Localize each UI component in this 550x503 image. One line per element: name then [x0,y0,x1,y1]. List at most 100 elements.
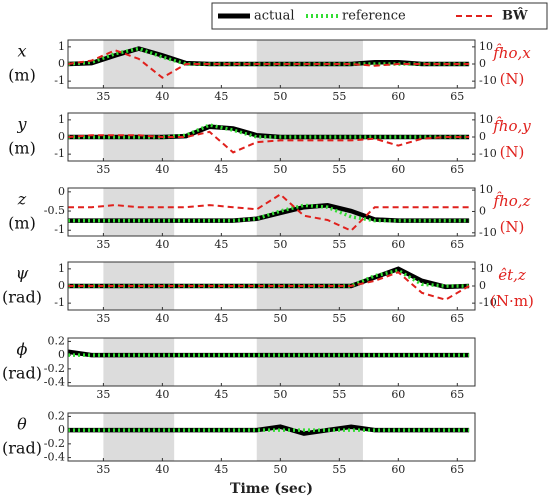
x-tick-label: 50 [273,388,287,401]
x-tick-label: 45 [214,90,228,103]
x-tick-label: 50 [273,163,287,176]
y-tick-label: 1 [58,113,65,126]
shaded-region [256,338,363,386]
plot-frame [67,112,476,162]
y-unit: (m) [8,214,36,233]
x-tick-label: 55 [332,90,346,103]
y-tick-label: 0 [58,185,65,198]
y2-tick-label: -10 [479,226,497,239]
x-tick-label: 35 [96,463,110,476]
x-tick-label: 45 [214,238,228,251]
y-tick-label: 0.2 [48,409,66,422]
x-tick-label: 50 [273,312,287,325]
x-tick-label: 40 [155,90,169,103]
y2-label: f̂ho,z [493,192,531,210]
y2-tick-label: 10 [479,113,493,126]
shaded-region [103,413,175,461]
y2-label: êt,z [498,266,526,284]
x-tick-label: 40 [155,163,169,176]
x-tick-label: 65 [450,312,464,325]
x-tick-label: 35 [96,388,110,401]
x-tick-label: 60 [391,312,405,325]
y-tick-label: -1 [54,74,65,87]
y-tick-label: -1 [54,296,65,309]
y-tick-label: -0.5 [44,204,65,217]
y-label: ϕ [17,340,28,359]
legend-label: actual [254,9,295,24]
y2-tick-label: 10 [479,40,493,53]
y-unit: (rad) [2,288,42,307]
series-line [68,203,470,223]
y2-unit: (N) [500,70,525,88]
y-tick-label: -0.2 [44,362,65,375]
y2-tick-label: -10 [479,296,497,309]
y-unit: (rad) [2,439,42,458]
y-tick-label: -0.4 [44,376,65,389]
x-tick-label: 40 [155,463,169,476]
y-unit: (m) [8,66,36,85]
x-tick-label: 50 [273,238,287,251]
plot-frame [67,39,476,89]
x-tick-label: 65 [450,163,464,176]
series-line [68,271,470,301]
plot-frame [67,187,476,237]
y2-unit: (N·m) [490,292,534,310]
y2-label: f̂ho,x [492,44,531,62]
y2-tick-label: 10 [479,262,493,275]
y-tick-label: -0.4 [44,451,65,464]
x-tick-label: 60 [391,388,405,401]
x-axis-label: Time (sec) [230,481,313,497]
y2-tick-label: 0 [479,57,486,70]
y-unit: (m) [8,139,36,158]
legend-label: BŴ [502,8,528,24]
x-tick-label: 35 [96,163,110,176]
y-tick-label: -1 [54,223,65,236]
x-tick-label: 65 [450,388,464,401]
y-tick-label: 0 [58,279,65,292]
y-unit: (rad) [2,364,42,383]
y2-tick-label: -10 [479,147,497,160]
y2-tick-label: 0 [479,279,486,292]
y2-unit: (N) [500,143,525,161]
x-tick-label: 45 [214,163,228,176]
x-tick-label: 35 [96,90,110,103]
series-line [68,123,470,139]
plot-frame [67,261,476,311]
x-tick-label: 35 [96,238,110,251]
x-tick-label: 50 [273,90,287,103]
shaded-region [103,188,175,236]
series-line [67,130,470,154]
y-label: y [16,115,27,134]
y-tick-label: 1 [58,40,65,53]
y-label: z [17,190,27,209]
x-tick-label: 40 [155,238,169,251]
y-tick-label: 0.2 [48,334,66,347]
x-tick-label: 55 [332,312,346,325]
x-tick-label: 40 [155,312,169,325]
x-tick-label: 65 [450,238,464,251]
x-tick-label: 60 [391,163,405,176]
plot-frame [67,412,476,462]
y-label: ψ [16,264,29,283]
x-tick-label: 50 [273,463,287,476]
x-tick-label: 55 [332,238,346,251]
x-tick-label: 40 [155,388,169,401]
x-tick-label: 45 [214,312,228,325]
y-label: x [17,42,26,61]
x-tick-label: 45 [214,463,228,476]
x-tick-label: 60 [391,90,405,103]
y-tick-label: 0 [58,423,65,436]
y2-tick-label: 10 [479,183,493,196]
shaded-region [256,413,363,461]
x-tick-label: 60 [391,238,405,251]
y2-tick-label: 0 [479,204,486,217]
y-tick-label: 1 [58,262,65,275]
x-tick-label: 55 [332,388,346,401]
y-tick-label: 0 [58,130,65,143]
y-tick-label: -1 [54,147,65,160]
shaded-region [103,338,175,386]
y-tick-label: 0 [58,348,65,361]
plot-frame [67,337,476,387]
x-tick-label: 55 [332,163,346,176]
